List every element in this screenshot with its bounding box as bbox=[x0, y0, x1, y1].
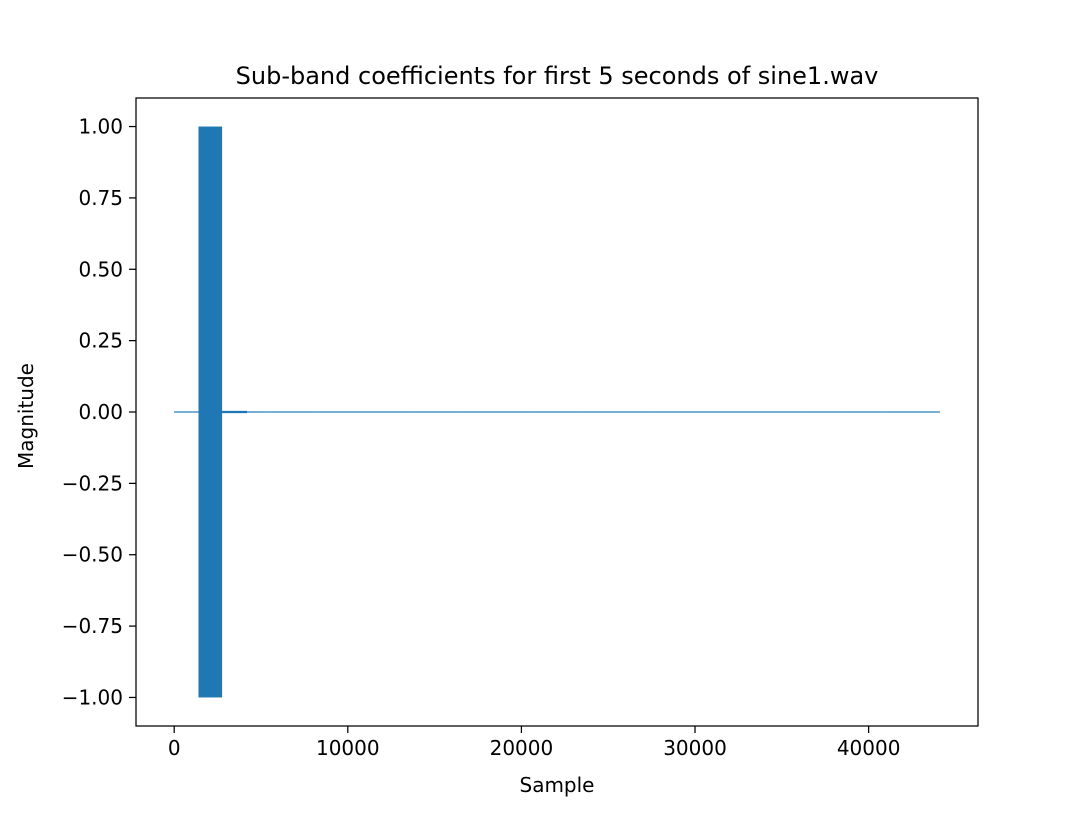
y-tick-label: 1.00 bbox=[78, 115, 123, 139]
y-axis-label: Magnitude bbox=[14, 363, 38, 469]
plot-area bbox=[174, 126, 940, 698]
x-axis-ticks: 0 10000 20000 30000 40000 bbox=[168, 726, 901, 760]
y-tick-label: −0.25 bbox=[62, 471, 123, 495]
y-tick-label: 0.00 bbox=[78, 400, 123, 424]
y-tick-label: 0.25 bbox=[78, 329, 123, 353]
x-tick-label: 40000 bbox=[837, 736, 901, 760]
chart-title: Sub-band coefficients for first 5 second… bbox=[236, 62, 879, 90]
x-tick-label: 30000 bbox=[663, 736, 727, 760]
y-tick-label: −0.75 bbox=[62, 614, 123, 638]
x-tick-label: 20000 bbox=[490, 736, 554, 760]
y-tick-label: −0.50 bbox=[62, 543, 123, 567]
x-tick-label: 0 bbox=[168, 736, 181, 760]
x-tick-label: 10000 bbox=[316, 736, 380, 760]
y-axis-ticks: 1.00 0.75 0.50 0.25 0.00 −0.25 −0.50 −0.75 −1.00 bbox=[62, 115, 136, 709]
y-tick-label: 0.75 bbox=[78, 186, 123, 210]
x-axis-label: Sample bbox=[520, 773, 595, 797]
y-tick-label: −1.00 bbox=[62, 685, 123, 709]
series-line bbox=[174, 126, 940, 698]
y-tick-label: 0.50 bbox=[78, 257, 123, 281]
